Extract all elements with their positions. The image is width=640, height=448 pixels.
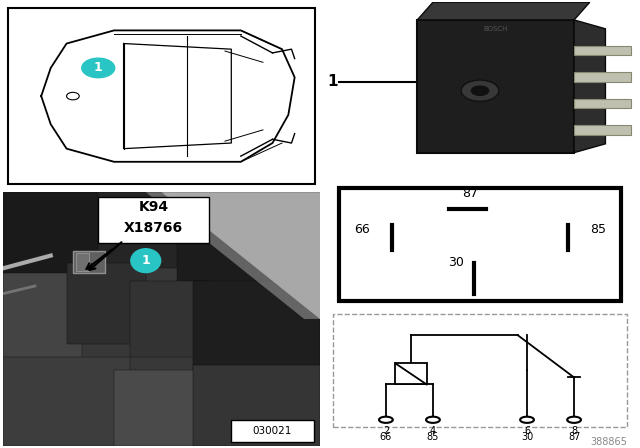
Bar — [193, 281, 320, 370]
Bar — [333, 314, 627, 427]
Circle shape — [567, 417, 581, 423]
Text: 6: 6 — [524, 426, 530, 436]
Circle shape — [426, 417, 440, 423]
Circle shape — [461, 80, 499, 101]
Text: 87: 87 — [463, 187, 479, 200]
Text: 66: 66 — [355, 223, 370, 236]
Bar — [114, 370, 209, 446]
Bar — [3, 357, 130, 446]
Bar — [417, 20, 574, 153]
Polygon shape — [417, 2, 590, 20]
Text: 2: 2 — [383, 426, 389, 436]
Text: 030021: 030021 — [253, 426, 292, 436]
Bar — [574, 125, 630, 135]
Bar — [193, 365, 320, 446]
Polygon shape — [574, 20, 605, 153]
Bar — [67, 263, 146, 345]
Bar — [574, 72, 630, 82]
Bar — [76, 253, 89, 271]
Circle shape — [470, 86, 490, 96]
Text: X18766: X18766 — [124, 221, 183, 235]
Text: 66: 66 — [380, 432, 392, 443]
Text: 30: 30 — [449, 256, 465, 270]
Text: 87: 87 — [568, 432, 580, 443]
Text: K94: K94 — [139, 200, 169, 215]
Text: 30: 30 — [521, 432, 533, 443]
Bar — [130, 281, 209, 357]
Bar — [3, 192, 114, 281]
Bar — [3, 273, 83, 370]
Circle shape — [131, 249, 161, 272]
Text: 1: 1 — [94, 61, 102, 74]
Polygon shape — [146, 192, 320, 319]
Circle shape — [82, 58, 115, 78]
Bar — [574, 46, 630, 55]
Text: 85: 85 — [590, 223, 605, 236]
Circle shape — [379, 417, 393, 423]
Text: 8: 8 — [571, 426, 577, 436]
Text: 4: 4 — [430, 426, 436, 436]
Polygon shape — [161, 192, 320, 319]
Bar — [99, 197, 209, 243]
Text: 1: 1 — [327, 74, 338, 89]
Text: 85: 85 — [427, 432, 439, 443]
Bar — [177, 192, 320, 293]
Text: 1: 1 — [141, 254, 150, 267]
Bar — [231, 420, 314, 442]
Text: 388865: 388865 — [591, 437, 627, 448]
Bar — [574, 99, 630, 108]
Circle shape — [520, 417, 534, 423]
Bar — [99, 192, 193, 268]
Text: BOSCH: BOSCH — [483, 26, 508, 32]
Bar — [73, 250, 104, 273]
Circle shape — [67, 92, 79, 100]
Bar — [396, 363, 427, 384]
